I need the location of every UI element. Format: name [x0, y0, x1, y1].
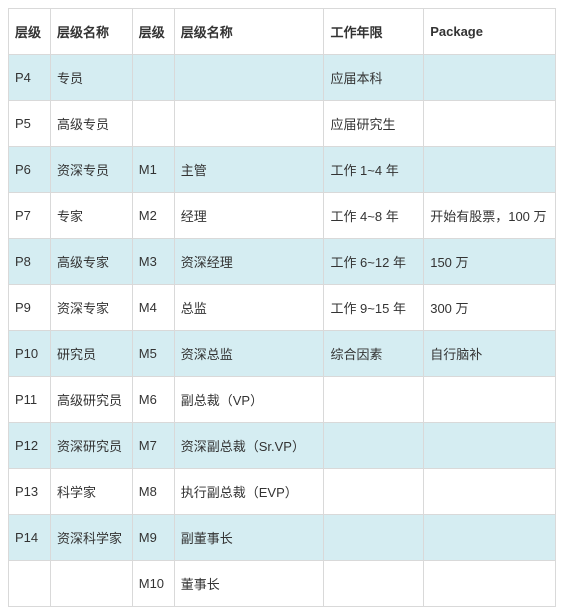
cell-p_name: 专员 — [50, 55, 132, 101]
cell-years — [324, 561, 424, 607]
cell-package: 开始有股票，100 万 — [424, 193, 556, 239]
cell-p_level: P8 — [9, 239, 51, 285]
cell-p_name: 科学家 — [50, 469, 132, 515]
cell-m_level: M4 — [132, 285, 174, 331]
table-row: P6资深专员M1主管工作 1~4 年 — [9, 147, 556, 193]
levels-table: 层级 层级名称 层级 层级名称 工作年限 Package P4专员应届本科P5高… — [8, 8, 556, 607]
cell-package — [424, 147, 556, 193]
col-header-years: 工作年限 — [324, 9, 424, 55]
cell-p_name: 资深专员 — [50, 147, 132, 193]
cell-package — [424, 561, 556, 607]
cell-package — [424, 377, 556, 423]
table-row: P7专家M2经理工作 4~8 年开始有股票，100 万 — [9, 193, 556, 239]
cell-m_level: M2 — [132, 193, 174, 239]
cell-m_level — [132, 101, 174, 147]
cell-p_name: 资深专家 — [50, 285, 132, 331]
table-row: P9资深专家M4总监工作 9~15 年300 万 — [9, 285, 556, 331]
cell-m_level: M7 — [132, 423, 174, 469]
cell-package: 300 万 — [424, 285, 556, 331]
cell-m_name: 资深经理 — [174, 239, 324, 285]
cell-m_level: M3 — [132, 239, 174, 285]
cell-package — [424, 423, 556, 469]
col-header-package: Package — [424, 9, 556, 55]
cell-m_name — [174, 55, 324, 101]
cell-p_name: 专家 — [50, 193, 132, 239]
cell-package — [424, 515, 556, 561]
cell-package: 自行脑补 — [424, 331, 556, 377]
cell-p_level — [9, 561, 51, 607]
cell-package — [424, 101, 556, 147]
table-row: P13科学家M8执行副总裁（EVP） — [9, 469, 556, 515]
cell-p_name: 高级专员 — [50, 101, 132, 147]
cell-p_name — [50, 561, 132, 607]
cell-m_name: 副总裁（VP） — [174, 377, 324, 423]
table-row: P12资深研究员M7资深副总裁（Sr.VP） — [9, 423, 556, 469]
cell-m_name: 资深副总裁（Sr.VP） — [174, 423, 324, 469]
cell-m_name: 总监 — [174, 285, 324, 331]
cell-years: 工作 4~8 年 — [324, 193, 424, 239]
cell-p_level: P9 — [9, 285, 51, 331]
cell-m_name: 副董事长 — [174, 515, 324, 561]
cell-package — [424, 55, 556, 101]
cell-years: 工作 6~12 年 — [324, 239, 424, 285]
cell-p_level: P4 — [9, 55, 51, 101]
cell-years — [324, 469, 424, 515]
col-header-m-level: 层级 — [132, 9, 174, 55]
cell-m_name: 资深总监 — [174, 331, 324, 377]
cell-m_name — [174, 101, 324, 147]
cell-package: 150 万 — [424, 239, 556, 285]
table-row: P8高级专家M3资深经理工作 6~12 年150 万 — [9, 239, 556, 285]
table-row: P11高级研究员M6副总裁（VP） — [9, 377, 556, 423]
cell-years: 应届研究生 — [324, 101, 424, 147]
table-row: P10研究员M5资深总监综合因素自行脑补 — [9, 331, 556, 377]
cell-m_level: M1 — [132, 147, 174, 193]
cell-m_level — [132, 55, 174, 101]
cell-m_name: 董事长 — [174, 561, 324, 607]
cell-p_level: P10 — [9, 331, 51, 377]
cell-m_name: 执行副总裁（EVP） — [174, 469, 324, 515]
table-row: P4专员 应届本科 — [9, 55, 556, 101]
cell-years: 应届本科 — [324, 55, 424, 101]
table-row: P5高级专员 应届研究生 — [9, 101, 556, 147]
cell-p_name: 资深科学家 — [50, 515, 132, 561]
cell-m_level: M5 — [132, 331, 174, 377]
cell-p_level: P14 — [9, 515, 51, 561]
col-header-p-level: 层级 — [9, 9, 51, 55]
col-header-p-name: 层级名称 — [50, 9, 132, 55]
table-body: P4专员应届本科P5高级专员应届研究生P6资深专员M1主管工作 1~4 年P7专… — [9, 55, 556, 607]
cell-p_name: 研究员 — [50, 331, 132, 377]
cell-p_level: P7 — [9, 193, 51, 239]
cell-p_name: 资深研究员 — [50, 423, 132, 469]
cell-m_name: 主管 — [174, 147, 324, 193]
cell-p_level: P5 — [9, 101, 51, 147]
table-row: M10董事长 — [9, 561, 556, 607]
table-row: P14资深科学家M9副董事长 — [9, 515, 556, 561]
col-header-m-name: 层级名称 — [174, 9, 324, 55]
cell-p_level: P6 — [9, 147, 51, 193]
cell-years: 综合因素 — [324, 331, 424, 377]
cell-m_level: M10 — [132, 561, 174, 607]
cell-package — [424, 469, 556, 515]
cell-m_level: M9 — [132, 515, 174, 561]
cell-years — [324, 515, 424, 561]
cell-m_level: M6 — [132, 377, 174, 423]
cell-p_name: 高级研究员 — [50, 377, 132, 423]
cell-p_level: P12 — [9, 423, 51, 469]
cell-years: 工作 1~4 年 — [324, 147, 424, 193]
cell-m_level: M8 — [132, 469, 174, 515]
cell-p_level: P13 — [9, 469, 51, 515]
cell-m_name: 经理 — [174, 193, 324, 239]
cell-years: 工作 9~15 年 — [324, 285, 424, 331]
cell-p_level: P11 — [9, 377, 51, 423]
cell-years — [324, 377, 424, 423]
table-header-row: 层级 层级名称 层级 层级名称 工作年限 Package — [9, 9, 556, 55]
cell-years — [324, 423, 424, 469]
cell-p_name: 高级专家 — [50, 239, 132, 285]
